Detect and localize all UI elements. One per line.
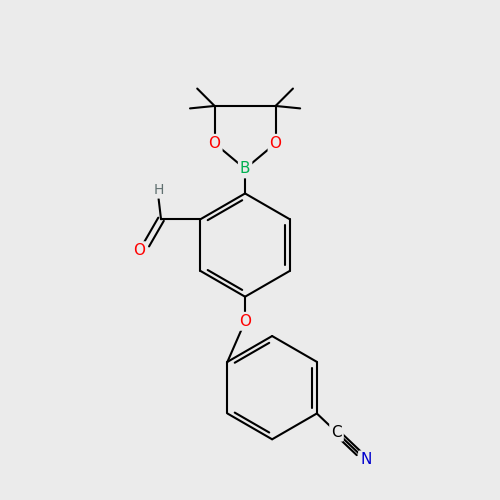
Text: O: O xyxy=(270,136,281,151)
Text: O: O xyxy=(133,243,145,258)
Text: O: O xyxy=(208,136,220,151)
Text: B: B xyxy=(240,162,250,176)
Text: C: C xyxy=(331,424,342,440)
Text: N: N xyxy=(360,452,372,468)
Text: O: O xyxy=(239,314,251,329)
Text: H: H xyxy=(154,183,164,197)
